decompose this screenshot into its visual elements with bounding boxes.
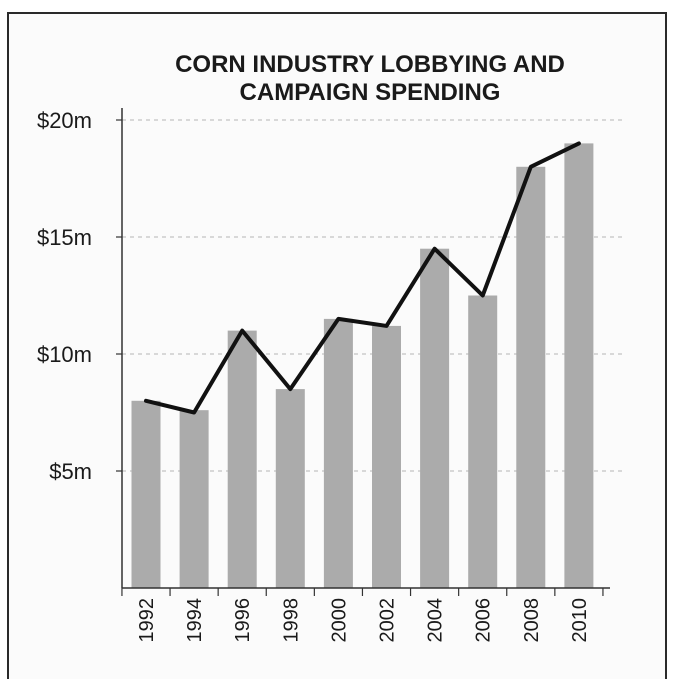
y-tick-label-$20m: $20m	[37, 108, 92, 133]
bar-2004	[420, 248, 450, 588]
x-tick-label-2002: 2002	[377, 598, 399, 643]
x-tick-label-1996: 1996	[232, 598, 254, 643]
bar-2010	[564, 143, 594, 588]
bar-2006	[468, 295, 498, 588]
bar-2008	[516, 166, 546, 589]
x-tick-label-2004: 2004	[425, 598, 447, 643]
x-tick-label-1992: 1992	[136, 598, 158, 643]
line-series	[144, 141, 581, 415]
bar-2002	[372, 325, 401, 588]
y-tick-labels: $5m $10m $15m $20m	[37, 108, 92, 484]
bar-1998	[275, 389, 305, 588]
y-tick-label-$10m: $10m	[37, 342, 92, 367]
x-tick-label-2008: 2008	[521, 598, 543, 643]
x-tick-label-2000: 2000	[328, 598, 350, 643]
y-tick-label-$5m: $5m	[49, 459, 92, 484]
axes	[116, 108, 610, 596]
y-tick-label-$15m: $15m	[37, 225, 92, 250]
spending-trend-line	[144, 141, 581, 415]
x-tick-label-1994: 1994	[184, 598, 206, 643]
chart-title-line-1: CORN INDUSTRY LOBBYING AND	[175, 51, 565, 78]
bar-series	[131, 143, 594, 589]
x-tick-label-1998: 1998	[280, 598, 302, 643]
chart-title-line-2: CAMPAIGN SPENDING	[240, 79, 501, 106]
bar-1994	[179, 410, 209, 588]
x-tick-labels: 1992 1994 1996 1998 2000 2002 2004 2006 2008 2010	[136, 598, 591, 643]
chart-title: CORN INDUSTRY LOBBYING AND CAMPAIGN SPEN…	[175, 51, 565, 106]
bar-2000	[323, 318, 353, 588]
bar-1992	[131, 400, 161, 588]
x-tick-label-2006: 2006	[473, 598, 495, 643]
x-tick-label-2010: 2010	[569, 598, 591, 643]
bar-1996	[227, 330, 257, 588]
